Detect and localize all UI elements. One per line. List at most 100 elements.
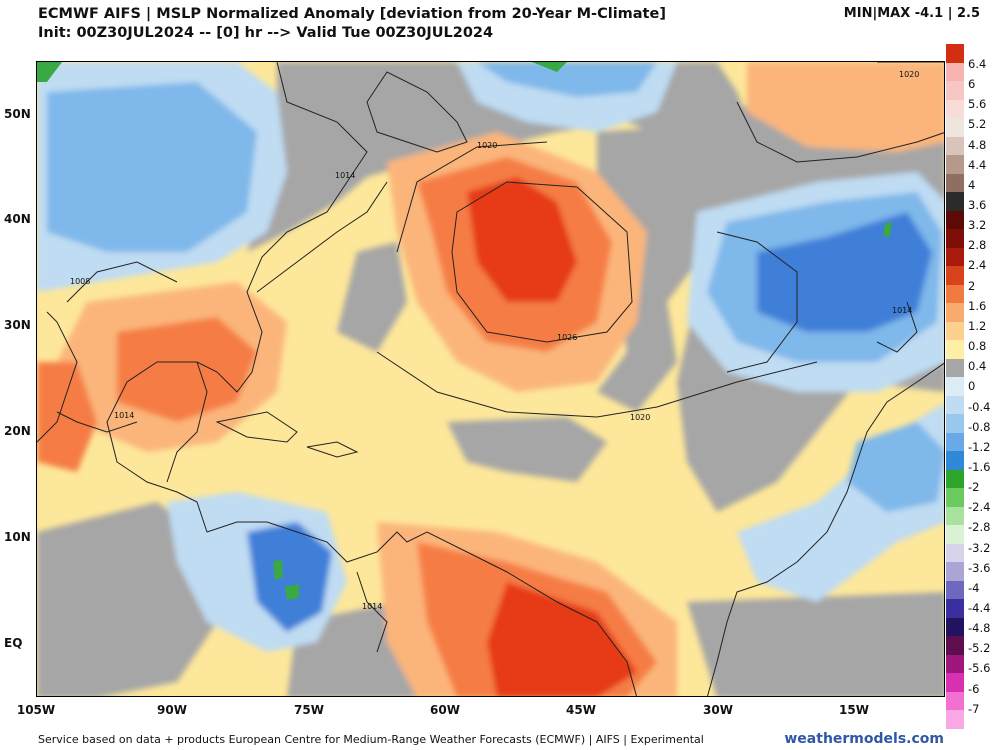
- colorbar-swatch: [946, 599, 964, 619]
- contour-label: 1014: [892, 306, 912, 315]
- colorbar-swatch: [946, 266, 964, 286]
- colorbar-tick-label: 5.2: [968, 117, 987, 132]
- colorbar-tick-label: 1.6: [968, 298, 987, 313]
- lon-label-60w: 60W: [430, 703, 460, 717]
- colorbar-swatch: [946, 62, 964, 82]
- lon-label-30w: 30W: [703, 703, 733, 717]
- colorbar-swatch: [946, 617, 964, 637]
- colorbar-swatch: [946, 654, 964, 674]
- colorbar-swatch: [946, 636, 964, 656]
- contour-labels: 1020 1020 1014 1008 1026 1020 1014 1014 …: [70, 70, 919, 611]
- colorbar-swatch: [946, 340, 964, 360]
- colorbar: [946, 44, 964, 730]
- lat-label-30n: 30N: [4, 318, 31, 332]
- colorbar-tick-label: 5.6: [968, 97, 987, 112]
- neutral-region-tropical: [447, 417, 607, 482]
- colorbar-swatch: [946, 81, 964, 101]
- contour-label: 1020: [630, 413, 650, 422]
- colorbar-swatch: [946, 525, 964, 545]
- colorbar-tick-label: 3.6: [968, 198, 987, 213]
- title-line-2: Init: 00Z30JUL2024 -- [0] hr --> Valid T…: [38, 25, 494, 41]
- colorbar-tick-label: -3.2: [968, 540, 991, 555]
- contour-label: 1020: [899, 70, 919, 79]
- colorbar-tick-label: -2.4: [968, 500, 991, 515]
- pressure-contours: [56, 101, 944, 653]
- strong-negative-core-azores: [757, 212, 932, 332]
- colorbar-tick-label: -1.2: [968, 439, 991, 454]
- colorbar-tick-label: -7: [968, 701, 980, 716]
- strong-positive-north-atlantic: [467, 177, 577, 302]
- lat-label-10n: 10N: [4, 530, 31, 544]
- strong-negative-africa: [847, 422, 944, 512]
- contour-label: 1014: [114, 411, 134, 420]
- colorbar-tick-label: -1.6: [968, 459, 991, 474]
- colorbar-swatch: [946, 543, 964, 563]
- colorbar-tick-label: 3.2: [968, 218, 987, 233]
- green-extreme-azores: [883, 222, 892, 237]
- colorbar-tick-label: 6: [968, 77, 976, 92]
- colorbar-tick-label: 4.8: [968, 137, 987, 152]
- colorbar-swatch: [946, 673, 964, 693]
- colorbar-tick-label: -4.8: [968, 621, 991, 636]
- lat-label-eq: EQ: [4, 636, 23, 650]
- colorbar-tick-label: 0.4: [968, 359, 987, 374]
- lat-label-50n: 50N: [4, 107, 31, 121]
- lon-label-105w: 105W: [16, 703, 56, 717]
- positive-region-northeast: [747, 62, 944, 152]
- colorbar-swatch: [946, 488, 964, 508]
- brand-link[interactable]: weathermodels.com: [784, 731, 944, 747]
- colorbar-swatch: [946, 395, 964, 415]
- colorbar-swatch: [946, 192, 964, 212]
- colorbar-tick-label: -5.6: [968, 661, 991, 676]
- title-line-1: ECMWF AIFS | MSLP Normalized Anomaly [de…: [38, 6, 666, 22]
- contour-label: 1020: [477, 141, 497, 150]
- green-extreme-colombia: [285, 584, 299, 600]
- colorbar-tick-label: 1.2: [968, 318, 987, 333]
- attribution-text: Service based on data + products Europea…: [38, 733, 704, 746]
- colorbar-tick-label: -0.8: [968, 419, 991, 434]
- colorbar-swatch: [946, 321, 964, 341]
- colorbar-tick-label: -4.4: [968, 600, 991, 615]
- lon-label-75w: 75W: [294, 703, 324, 717]
- colorbar-swatch: [946, 580, 964, 600]
- colorbar-tick-label: 0.8: [968, 339, 987, 354]
- colorbar-swatch: [946, 229, 964, 249]
- colorbar-swatch: [946, 118, 964, 138]
- colorbar-swatch: [946, 432, 964, 452]
- colorbar-tick-label: -3.6: [968, 560, 991, 575]
- colorbar-swatch: [946, 358, 964, 378]
- contour-label: 1014: [362, 602, 382, 611]
- strong-negative-core-caribbean: [247, 522, 332, 632]
- colorbar-swatch: [946, 691, 964, 711]
- neutral-region-gulf: [337, 242, 407, 352]
- strong-positive-south-america: [487, 582, 637, 696]
- colorbar-tick-label: 6.4: [968, 57, 987, 71]
- contour-label: 1014: [335, 171, 355, 180]
- colorbar-swatch: [946, 210, 964, 230]
- colorbar-tick-label: -6: [968, 681, 980, 696]
- colorbar-tick-label: -2.8: [968, 520, 991, 535]
- colorbar-swatch: [946, 136, 964, 156]
- contour-label: 1026: [557, 333, 577, 342]
- lat-label-40n: 40N: [4, 212, 31, 226]
- colorbar-tick-label: 2.4: [968, 258, 987, 273]
- positive-region-core-gulf: [117, 317, 257, 422]
- colorbar-swatch: [946, 173, 964, 193]
- lon-label-90w: 90W: [157, 703, 187, 717]
- chart-title: ECMWF AIFS | MSLP Normalized Anomaly [de…: [38, 5, 666, 43]
- minmax-readout: MIN|MAX -4.1 | 2.5: [843, 6, 980, 21]
- anomaly-map[interactable]: 1020 1020 1014 1008 1026 1020 1014 1014 …: [36, 61, 945, 697]
- colorbar-swatch: [946, 469, 964, 489]
- colorbar-swatch: [946, 284, 964, 304]
- neutral-region-pacific: [37, 502, 217, 696]
- colorbar-swatch: [946, 562, 964, 582]
- colorbar-swatch: [946, 377, 964, 397]
- colorbar-swatch: [946, 710, 964, 730]
- colorbar-tick-label: 0: [968, 379, 976, 394]
- lon-label-15w: 15W: [839, 703, 869, 717]
- colorbar-swatch: [946, 506, 964, 526]
- green-extreme-caribbean: [273, 559, 283, 580]
- colorbar-swatch: [946, 155, 964, 175]
- colorbar-tick-label: -2: [968, 480, 980, 495]
- lat-label-20n: 20N: [4, 424, 31, 438]
